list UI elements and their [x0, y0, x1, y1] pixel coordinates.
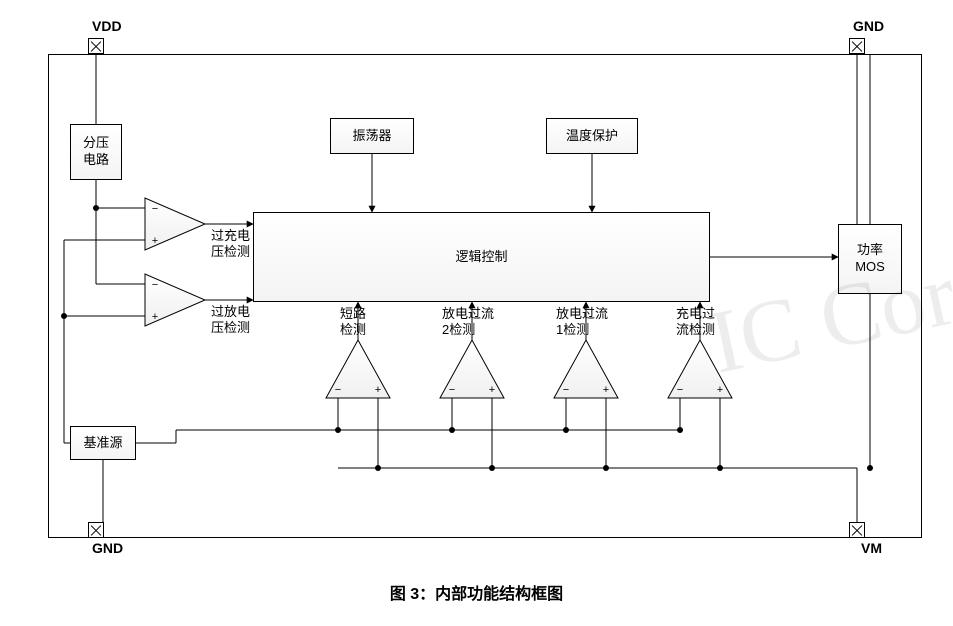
block-voltage-divider: 分压电路 [70, 124, 122, 180]
block-oscillator-label: 振荡器 [352, 128, 391, 145]
pin-gnd-bottom-left [88, 522, 104, 538]
block-reference: 基准源 [70, 426, 136, 460]
block-power-mos-label: 功率MOS [855, 242, 885, 276]
block-oscillator: 振荡器 [330, 118, 414, 154]
figure-caption: 图 3：内部功能结构框图 [0, 580, 953, 604]
pin-vm-label: VM [861, 540, 882, 556]
label-discharge-oc2-detect: 放电过流2检测 [442, 306, 494, 339]
label-discharge-oc1-detect: 放电过流1检测 [556, 306, 608, 339]
label-overcharge-detect: 过充电压检测 [211, 228, 250, 261]
block-reference-label: 基准源 [83, 435, 122, 452]
pin-gnd-top-right-label: GND [853, 18, 884, 34]
pin-gnd-top-right [849, 38, 865, 54]
block-power-mos: 功率MOS [838, 224, 902, 294]
block-voltage-divider-label: 分压电路 [83, 135, 109, 169]
pin-vdd-label: VDD [92, 18, 122, 34]
pin-vm [849, 522, 865, 538]
label-charge-oc-detect: 充电过流检测 [676, 306, 715, 339]
diagram-canvas: VDD GND GND VM 分压电路 振荡器 温度保护 逻辑控制 功率MOS … [0, 0, 953, 626]
block-temp-protect: 温度保护 [546, 118, 638, 154]
block-temp-protect-label: 温度保护 [566, 128, 618, 145]
label-short-detect: 短路检测 [340, 306, 366, 339]
pin-vdd [88, 38, 104, 54]
label-overdischarge-detect: 过放电压检测 [211, 304, 250, 337]
block-logic-control: 逻辑控制 [253, 212, 710, 302]
pin-gnd-bottom-left-label: GND [92, 540, 123, 556]
block-logic-control-label: 逻辑控制 [455, 249, 507, 266]
